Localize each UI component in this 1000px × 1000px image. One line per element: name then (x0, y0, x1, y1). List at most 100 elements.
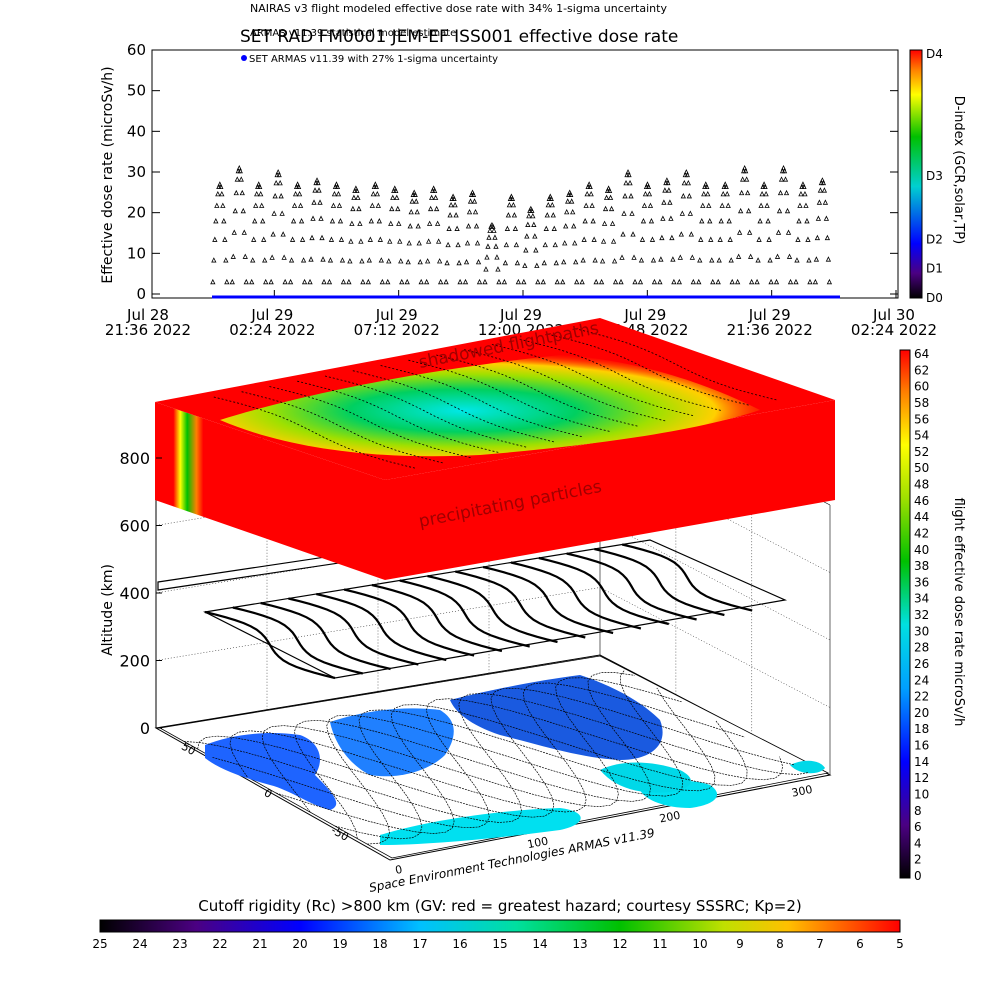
slab-side (385, 400, 835, 580)
rigidity-tick-label: 5 (896, 937, 904, 951)
data-point (619, 254, 625, 260)
data-point (495, 266, 501, 272)
data-point (250, 257, 256, 263)
data-point (387, 238, 393, 244)
orbit-track (427, 574, 558, 644)
data-point (299, 236, 306, 242)
continent-south-america (600, 762, 691, 793)
y-axis-label: Effective dose rate (microSv/h) (100, 66, 116, 283)
data-point (529, 207, 535, 213)
data-point (690, 278, 696, 285)
data-point (367, 236, 373, 242)
orbit-track (399, 579, 530, 648)
rigidity-colorbar (99, 919, 901, 933)
data-point (297, 202, 304, 208)
data-point (513, 241, 520, 248)
data-point (295, 183, 302, 190)
data-point (249, 278, 255, 285)
data-point (587, 183, 593, 190)
orbit-track (288, 597, 419, 666)
rigidity-ticks: 25 24 23 22 21 20 19 18 17 16 15 14 13 12 11 10 9 8 7 6 5 (92, 937, 903, 951)
data-point (378, 257, 384, 263)
orbit-track (621, 543, 753, 612)
data-point (676, 278, 682, 285)
map-base (158, 655, 830, 859)
data-point (272, 193, 278, 199)
lon-tick-label: 300 (790, 783, 813, 800)
data-point (728, 257, 734, 263)
data-point (612, 278, 619, 285)
longitude-ticks: 0 100 200 300 (394, 783, 813, 877)
data-point (815, 215, 822, 221)
data-point (496, 278, 502, 285)
slab-track (575, 328, 777, 401)
data-point (737, 207, 744, 214)
data-point (211, 257, 217, 263)
data-point (452, 201, 458, 208)
dose-tick-label: 28 (914, 641, 929, 655)
x-tick-label-line1: Jul 29 (499, 306, 542, 324)
dose-tick-label: 34 (914, 592, 929, 606)
data-point (396, 220, 402, 226)
data-point (359, 258, 365, 264)
data-point (462, 278, 469, 285)
data-point (307, 278, 313, 285)
data-point (457, 278, 463, 285)
data-point (723, 183, 729, 190)
data-point (288, 257, 295, 263)
dose-tick-label: 22 (914, 690, 929, 704)
dindex-colorbar-ticks: D0 D1 D2 D3 D4 (926, 47, 943, 305)
dose-tick-label: 58 (914, 396, 929, 410)
data-point (405, 258, 411, 265)
data-point (241, 229, 247, 235)
data-point (346, 278, 352, 285)
data-point (552, 241, 558, 248)
data-point (621, 210, 627, 216)
data-point (590, 218, 596, 224)
data-point (649, 236, 656, 242)
data-point (222, 236, 228, 242)
data-point (727, 236, 733, 242)
data-point (564, 208, 570, 215)
dose-tick-label: 32 (914, 608, 929, 622)
data-point (773, 278, 780, 285)
dose-colorbar (899, 349, 911, 879)
data-point (501, 278, 508, 285)
dose-tick-label: 46 (914, 494, 929, 508)
data-point (709, 257, 715, 263)
data-point (562, 240, 568, 246)
data-point (813, 256, 820, 262)
data-point (685, 179, 691, 186)
data-point (340, 278, 347, 285)
data-point (650, 257, 657, 263)
data-point (510, 201, 517, 208)
data-point (787, 278, 794, 285)
ground-track (326, 669, 684, 845)
data-point (689, 254, 695, 260)
data-point (698, 236, 704, 242)
rigidity-tick-label: 22 (212, 937, 227, 951)
dose-tick-label: 38 (914, 559, 929, 573)
data-point (796, 218, 802, 224)
data-point (350, 205, 356, 212)
data-point (542, 241, 548, 248)
data-point (252, 218, 258, 224)
data-point (700, 202, 706, 208)
data-point (584, 190, 590, 197)
orbit-pass (462, 189, 483, 285)
dindex-tick-label: D2 (926, 232, 943, 246)
data-point (301, 278, 308, 285)
orbit-pass (657, 177, 677, 285)
data-point (491, 227, 497, 233)
data-point (603, 194, 610, 200)
data-point (494, 254, 500, 260)
data-point (219, 190, 225, 197)
data-point (743, 176, 750, 182)
dose-tick-label: 54 (914, 429, 929, 443)
data-point (397, 238, 403, 244)
data-point (215, 190, 221, 197)
data-point (277, 179, 283, 186)
continent-americas (205, 733, 337, 810)
lat-tick-label: 50 (179, 740, 198, 758)
